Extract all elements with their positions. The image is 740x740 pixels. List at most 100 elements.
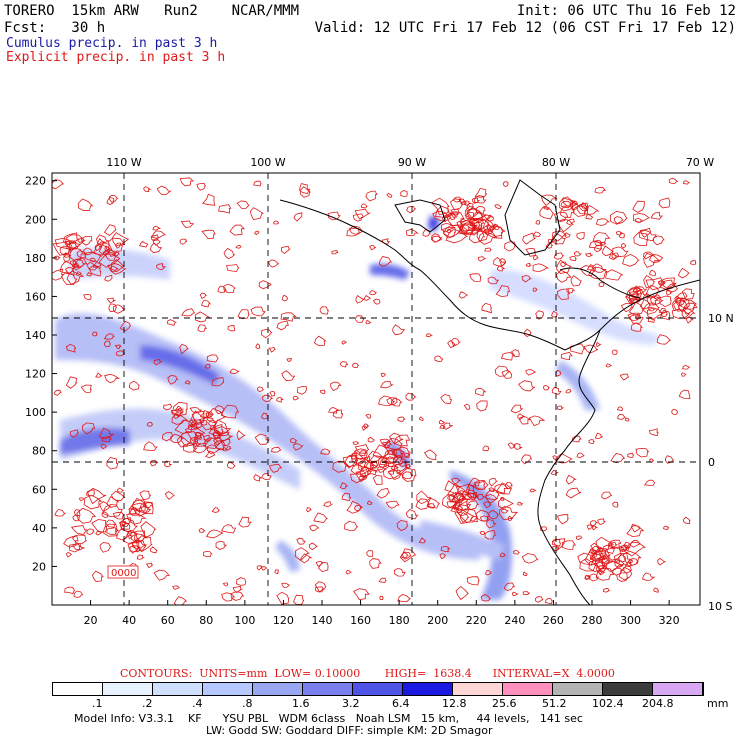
contour-line <box>626 287 642 301</box>
contour-line <box>565 474 577 485</box>
lon-label: 90 W <box>398 156 426 169</box>
contour-line <box>103 224 117 236</box>
contour-line <box>416 490 432 505</box>
contour-line <box>96 234 110 248</box>
contour-line <box>623 541 646 557</box>
contour-line <box>352 588 370 601</box>
contour-line <box>68 247 84 261</box>
contour-line <box>401 467 417 483</box>
colorbar-swatch <box>203 683 253 695</box>
contour-line <box>54 255 61 261</box>
contour-line <box>150 234 160 242</box>
contour-line <box>99 542 112 553</box>
contour-line <box>189 407 203 414</box>
contour-line <box>560 352 573 360</box>
x-tick-label: 240 <box>504 614 525 627</box>
contour-line <box>675 292 688 300</box>
contour-line <box>629 314 641 321</box>
contour-line <box>112 232 130 247</box>
contour-line <box>586 524 595 531</box>
colorbar-label: .1 <box>92 697 103 710</box>
contour-line <box>365 320 372 325</box>
contour-line <box>623 565 633 574</box>
contour-line <box>293 443 304 451</box>
contour-line <box>77 198 94 212</box>
contour-line <box>89 257 97 263</box>
contour-line <box>306 507 312 513</box>
contour-line <box>627 452 635 458</box>
x-tick-label: 100 <box>234 614 255 627</box>
contour-line <box>128 507 142 516</box>
contour-line <box>104 373 121 384</box>
contour-line <box>319 306 329 315</box>
contour-line <box>171 401 188 416</box>
contour-line <box>299 186 312 198</box>
contour-line <box>59 260 75 276</box>
contour-line <box>632 200 645 213</box>
contour-line <box>386 192 393 198</box>
contour-line <box>106 196 115 205</box>
contour-line <box>294 547 310 561</box>
contour-line <box>647 306 656 312</box>
x-tick-label: 160 <box>350 614 371 627</box>
contour-line <box>261 412 269 420</box>
contour-line <box>119 517 139 532</box>
contour-line <box>678 297 691 313</box>
contour-line <box>522 571 528 577</box>
contour-line <box>61 271 78 285</box>
contour-line <box>194 431 210 447</box>
contour-line <box>139 240 149 248</box>
contour-line <box>383 456 399 465</box>
contour-line <box>602 587 611 593</box>
contour-line <box>149 546 158 554</box>
contour-line <box>598 281 605 288</box>
contour-line <box>179 177 195 187</box>
contour-line <box>440 546 451 553</box>
contour-line <box>379 381 394 389</box>
x-tick-label: 280 <box>582 614 603 627</box>
colorbar-swatch <box>353 683 403 695</box>
contour-line <box>101 435 112 443</box>
contour-line <box>395 446 411 458</box>
lat-label: 10 S <box>708 600 732 613</box>
contour-line <box>390 464 399 471</box>
contour-line <box>422 229 431 237</box>
y-tick-label: 120 <box>25 368 46 381</box>
contour-line <box>369 244 377 251</box>
contour-line <box>575 535 583 540</box>
contour-line <box>126 513 147 525</box>
contour-line <box>566 288 576 294</box>
contour-line <box>52 268 64 281</box>
contour-line <box>83 247 95 256</box>
contour-line <box>477 256 487 262</box>
contour-line <box>647 316 655 323</box>
contour-line <box>196 182 207 191</box>
physics-info: LW: Godd SW: Goddard DIFF: simple KM: 2D… <box>206 724 493 737</box>
contour-line <box>96 238 106 245</box>
colorbar-label: 1.6 <box>292 697 310 710</box>
contour-line <box>496 265 506 272</box>
contour-line <box>143 441 158 452</box>
contour-line <box>657 557 667 566</box>
contour-line <box>487 276 500 285</box>
contour-line <box>156 185 172 196</box>
contour-line <box>384 449 397 460</box>
contour-line <box>180 431 199 447</box>
contour-line <box>106 297 117 304</box>
contour-line <box>397 594 412 603</box>
contour-line <box>104 251 116 261</box>
contour-line <box>388 432 404 445</box>
contour-line <box>214 405 226 415</box>
contour-line <box>488 509 500 520</box>
contour-line <box>617 413 626 420</box>
contour-line <box>618 232 625 239</box>
contour-line <box>459 222 476 234</box>
contour-line <box>586 264 596 272</box>
contour-line <box>76 507 97 524</box>
contour-line <box>271 446 282 453</box>
contour-line <box>332 409 344 419</box>
contour-line <box>229 224 246 236</box>
contour-line <box>690 260 697 265</box>
model-title: TORERO 15km ARW Run2 NCAR/MMM <box>4 3 300 19</box>
contour-line <box>658 197 671 209</box>
